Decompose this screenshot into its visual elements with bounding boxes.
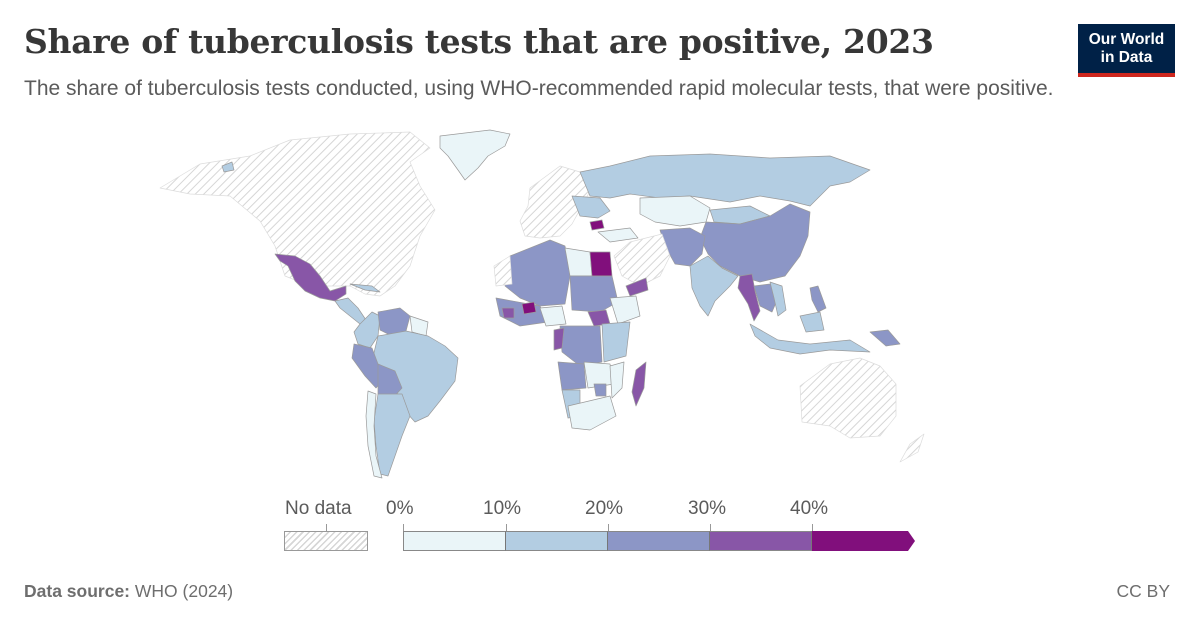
logo-line-2: in Data [1100, 49, 1153, 66]
region-mexico[interactable] [274, 253, 347, 302]
data-source-link[interactable]: WHO (2024) [134, 581, 234, 601]
legend-bin-20-30[interactable] [608, 531, 710, 551]
map-legend: No data 0% 10% 20% 30% 40% [0, 492, 1200, 552]
legend-bin-0-10[interactable] [403, 531, 506, 551]
chart-title: Share of tuberculosis tests that are pos… [24, 22, 934, 61]
owid-logo[interactable]: Our World in Data [1078, 24, 1175, 77]
region-sudan-chad[interactable] [569, 275, 619, 313]
region-congo[interactable] [553, 327, 565, 351]
license-link[interactable]: CC BY [1116, 581, 1170, 601]
region-india[interactable] [689, 255, 739, 317]
region-alaska-island[interactable] [221, 161, 235, 173]
region-burkina-faso[interactable] [521, 301, 537, 315]
region-cuba[interactable] [349, 283, 381, 293]
legend-tick-label-10: 10% [483, 498, 522, 519]
region-libya[interactable] [564, 247, 593, 277]
region-chile[interactable] [365, 390, 383, 479]
legend-tick-20 [608, 524, 609, 531]
legend-tick-label-0: 0% [386, 498, 414, 519]
region-kazakhstan[interactable] [639, 195, 711, 227]
region-china[interactable] [699, 203, 811, 283]
region-argentina[interactable] [373, 393, 411, 477]
region-egypt[interactable] [589, 251, 613, 277]
legend-tick-40 [812, 524, 813, 531]
legend-tick-10 [506, 524, 507, 531]
region-north-america[interactable] [159, 131, 436, 297]
region-myanmar[interactable] [737, 273, 761, 322]
region-colombia[interactable] [353, 311, 381, 349]
region-ethiopia[interactable] [609, 295, 641, 325]
region-angola[interactable] [557, 361, 587, 391]
legend-bin-10-20[interactable] [506, 531, 608, 551]
region-western-sahara[interactable] [493, 255, 513, 287]
legend-tick-label-20: 20% [585, 498, 624, 519]
region-borneo[interactable] [799, 311, 825, 333]
region-papua-new-guinea[interactable] [869, 329, 901, 347]
region-east-africa[interactable] [601, 321, 631, 363]
region-northwest-africa[interactable] [504, 239, 571, 307]
region-nigeria[interactable] [539, 305, 567, 327]
region-russia[interactable] [579, 153, 871, 207]
region-central-america[interactable] [334, 297, 367, 325]
region-vietnam[interactable] [769, 281, 787, 317]
region-europe[interactable] [519, 165, 591, 239]
region-middle-east[interactable] [613, 233, 671, 287]
region-eastern-europe[interactable] [571, 195, 611, 219]
region-bulgaria[interactable] [589, 219, 605, 231]
legend-tick-label-30: 30% [688, 498, 727, 519]
region-guinea[interactable] [501, 307, 515, 319]
data-source: Data source: WHO (2024) [24, 581, 233, 602]
legend-no-data-label: No data [285, 498, 352, 519]
legend-bin-30-40[interactable] [710, 531, 812, 551]
legend-tick-30 [710, 524, 711, 531]
data-source-label: Data source: [24, 581, 131, 601]
region-philippines[interactable] [809, 285, 827, 313]
region-mozambique[interactable] [609, 361, 625, 399]
region-new-zealand[interactable] [899, 433, 925, 463]
region-south-africa[interactable] [567, 395, 617, 431]
region-yemen[interactable] [625, 277, 649, 297]
legend-tick-label-40: 40% [790, 498, 829, 519]
legend-no-data-swatch[interactable] [284, 531, 368, 551]
region-turkey[interactable] [597, 227, 639, 243]
region-zimbabwe[interactable] [593, 383, 607, 397]
legend-bin-40-plus[interactable] [812, 531, 916, 551]
region-greenland[interactable] [439, 129, 511, 181]
region-australia[interactable] [799, 357, 897, 439]
chart-subtitle: The share of tuberculosis tests conducte… [24, 77, 1054, 100]
world-map[interactable] [110, 126, 1070, 492]
region-drc[interactable] [559, 325, 603, 367]
legend-tick-0 [403, 524, 404, 531]
region-madagascar[interactable] [631, 361, 647, 407]
logo-line-1: Our World [1088, 31, 1165, 48]
region-indonesia[interactable] [749, 323, 871, 355]
legend-no-data-tick [326, 524, 327, 531]
